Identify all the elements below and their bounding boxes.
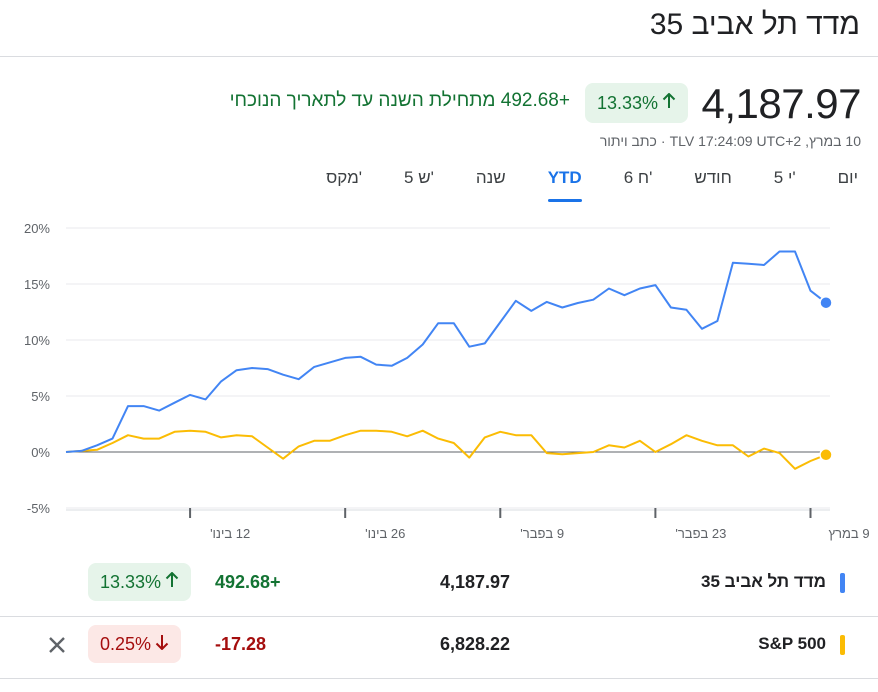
compare-name: S&P 500 xyxy=(758,634,826,653)
arrow-down-icon xyxy=(155,634,169,655)
divider xyxy=(0,616,878,617)
quote-timestamp: 10 במרץ, TLV 17:24:09 UTC+2 xyxy=(669,133,861,149)
x-tick-label: 23 בפבר' xyxy=(675,526,726,541)
change-percent-badge: 13.33% xyxy=(584,83,688,123)
compare-row-ta35[interactable]: מדד תל אביב 35 4,187.97 492.68+ 13.33% xyxy=(0,554,878,614)
divider xyxy=(0,56,878,57)
change-description: +492.68 מתחילת השנה עד לתאריך הנוכחי xyxy=(229,90,570,111)
x-tick-label: 9 במרץ xyxy=(828,526,869,541)
tab-2[interactable]: חודש xyxy=(694,168,732,187)
y-tick-label: 5% xyxy=(31,389,50,404)
series-end-point xyxy=(819,295,833,310)
tab-3[interactable]: 6 ח' xyxy=(623,168,653,187)
disclaimer-link[interactable]: כתב ויתור xyxy=(599,133,657,149)
compare-name: מדד תל אביב 35 xyxy=(701,572,826,591)
compare-row-sp500[interactable]: S&P 500 6,828.22 -17.28 0.25% xyxy=(0,616,878,676)
compare-change: -17.28 xyxy=(215,634,267,654)
compare-change-percent: 0.25% xyxy=(100,633,152,654)
y-tick-label: 15% xyxy=(24,277,50,292)
remove-compare-button[interactable] xyxy=(44,632,70,658)
series-end-point xyxy=(819,448,833,462)
arrow-up-icon xyxy=(662,92,676,114)
current-price: 4,187.97 xyxy=(701,80,862,127)
divider xyxy=(0,678,878,679)
compare-change-percent-badge: 13.33% xyxy=(88,563,192,601)
compare-value: 6,828.22 xyxy=(440,634,511,654)
y-tick-label: -5% xyxy=(27,501,51,516)
compare-change-percent: 13.33% xyxy=(100,571,162,592)
series-line xyxy=(65,250,827,453)
price-chart: 20% 15% 10% 5% 0% -5% 12 בינו' 26 בינו' 9 בפבר' 2… xyxy=(24,221,870,541)
tab-5[interactable]: שנה xyxy=(475,168,506,187)
series-line xyxy=(65,429,827,470)
x-tick-label: 26 בינו' xyxy=(365,526,405,541)
y-tick-label: 0% xyxy=(31,445,50,460)
x-tick-label: 9 בפבר' xyxy=(520,526,564,541)
tab-6[interactable]: 5 ש' xyxy=(404,168,434,187)
arrow-up-icon xyxy=(165,571,179,593)
y-tick-label: 20% xyxy=(24,221,50,236)
time-range-tabs: יום 5 י' חודש 6 ח' YTD שנה 5 ש' מקס' xyxy=(284,166,858,202)
series-color-bar xyxy=(840,635,845,655)
compare-change-percent-badge: 0.25% xyxy=(88,625,182,663)
tab-0[interactable]: יום xyxy=(837,168,858,187)
compare-change: 492.68+ xyxy=(215,572,281,592)
series-color-bar xyxy=(840,573,845,593)
tab-4[interactable]: YTD xyxy=(547,166,582,202)
change-percent: 13.33% xyxy=(596,92,658,113)
tab-7[interactable]: מקס' xyxy=(326,168,363,187)
x-tick-label: 12 בינו' xyxy=(210,526,250,541)
quote-meta: 10 במרץ, TLV 17:24:09 UTC+2·כתב ויתור xyxy=(599,133,861,149)
tab-1[interactable]: 5 י' xyxy=(773,168,796,187)
compare-value: 4,187.97 xyxy=(440,572,511,592)
page-title: מדד תל אביב 35 xyxy=(649,8,860,41)
y-tick-label: 10% xyxy=(24,333,50,348)
close-icon xyxy=(49,637,65,653)
